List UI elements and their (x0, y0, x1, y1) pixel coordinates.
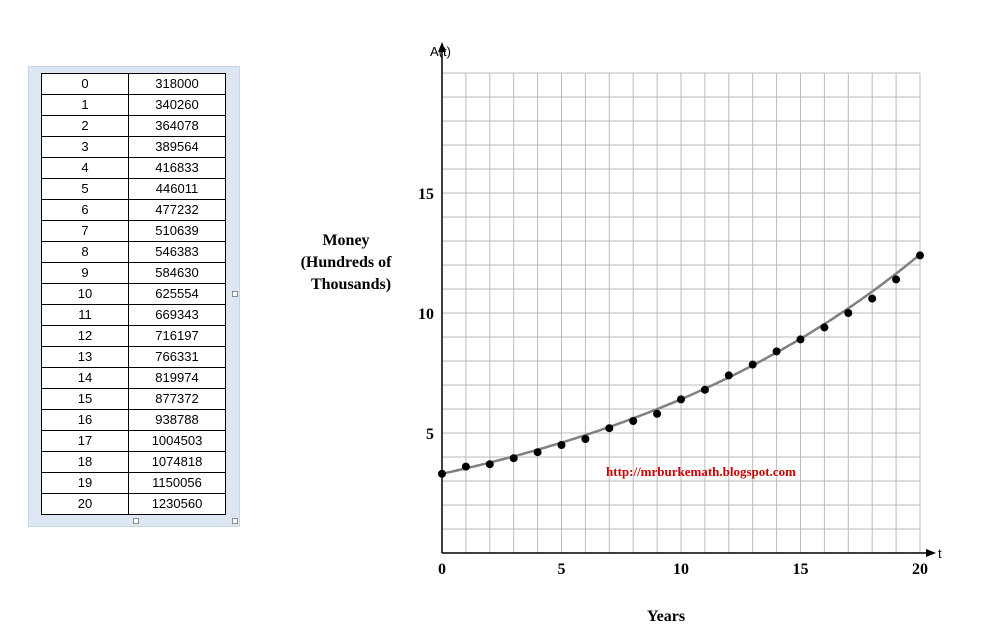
data-point (772, 347, 781, 356)
year-cell[interactable]: 18 (41, 451, 129, 473)
y-axis-label-line-1: Money (322, 232, 369, 249)
table-row: 5 446011 (41, 178, 226, 200)
data-point (892, 275, 901, 284)
data-point (724, 371, 733, 380)
data-point (533, 448, 542, 457)
x-tick-label: 20 (912, 561, 928, 578)
y-tick-label: 10 (418, 306, 434, 323)
data-point (748, 360, 757, 369)
data-points (438, 251, 924, 478)
amount-cell[interactable]: 318000 (128, 73, 226, 95)
table-row: 11 669343 (41, 304, 226, 326)
data-point (461, 462, 470, 471)
amount-cell[interactable]: 819974 (128, 367, 226, 389)
grid-lines (442, 72, 921, 553)
x-tick-label: 5 (558, 561, 566, 578)
data-point (629, 417, 638, 425)
table-row: 13 766331 (41, 346, 226, 368)
data-point (796, 335, 805, 344)
data-table: 0 318000 1 340260 2 364078 3 389564 4 416833 5 4460… (41, 73, 226, 515)
resize-handle-bottom[interactable] (133, 518, 139, 524)
data-point (916, 251, 924, 260)
amount-cell[interactable]: 510639 (128, 220, 226, 242)
table-row: 10 625554 (41, 283, 226, 305)
data-point (677, 395, 685, 404)
amount-cell[interactable]: 1074818 (128, 451, 226, 473)
x-axis-label: Years (647, 608, 685, 625)
table-row: 18 1074818 (41, 451, 226, 473)
data-point (509, 454, 518, 463)
data-point (557, 441, 566, 449)
amount-cell[interactable]: 938788 (128, 409, 226, 431)
data-point (605, 424, 614, 433)
y-axis-label-line-3: Thousands) (311, 276, 391, 293)
table-row: 2 364078 (41, 115, 226, 137)
spreadsheet-table-panel: 0 318000 1 340260 2 364078 3 389564 4 416833 5 4460… (28, 66, 240, 527)
amount-cell[interactable]: 416833 (128, 157, 226, 179)
x-tick-label: 15 (793, 561, 809, 578)
x-tick-label: 10 (673, 561, 689, 578)
table-row: 1 340260 (41, 94, 226, 116)
amount-cell[interactable]: 340260 (128, 94, 226, 116)
resize-handle-right[interactable] (232, 291, 238, 297)
amount-cell[interactable]: 716197 (128, 325, 226, 347)
table-row: 20 1230560 (41, 493, 226, 515)
data-point (653, 409, 662, 418)
resize-handle-corner[interactable] (232, 518, 238, 524)
amount-cell[interactable]: 877372 (128, 388, 226, 410)
y-tick-label: 15 (418, 186, 434, 203)
amount-cell[interactable]: 1150056 (128, 472, 226, 494)
table-row: 14 819974 (41, 367, 226, 389)
amount-cell[interactable]: 1230560 (128, 493, 226, 515)
table-row: 3 389564 (41, 136, 226, 158)
table-row: 12 716197 (41, 325, 226, 347)
data-point (438, 469, 446, 478)
data-point (485, 460, 494, 469)
y-axis-variable: A(t) (430, 44, 451, 59)
data-point (868, 294, 877, 303)
x-axis-variable: t (938, 546, 942, 561)
table-row: 19 1150056 (41, 472, 226, 494)
amount-cell[interactable]: 389564 (128, 136, 226, 158)
data-point (700, 385, 709, 394)
year-cell[interactable]: 20 (41, 493, 129, 515)
y-axis-label-line-2: (Hundreds of (301, 254, 393, 271)
x-axis-arrow (926, 549, 936, 557)
amount-cell[interactable]: 446011 (128, 178, 226, 200)
tick-labels: 0 5 10 15 20 5 10 15 (418, 186, 928, 578)
table-row: 15 877372 (41, 388, 226, 410)
x-tick-label: 0 (438, 561, 446, 578)
table-row: 4 416833 (41, 157, 226, 179)
table-row: 8 546383 (41, 241, 226, 263)
table-row: 16 938788 (41, 409, 226, 431)
data-point (581, 435, 590, 443)
amount-cell[interactable]: 766331 (128, 346, 226, 368)
data-point (844, 309, 853, 317)
data-point (820, 323, 829, 332)
table-row: 0 318000 (41, 73, 226, 95)
axes (438, 42, 936, 557)
amount-cell[interactable]: 546383 (128, 241, 226, 263)
y-tick-label: 5 (426, 426, 434, 443)
y-axis-arrow (438, 42, 446, 52)
blog-url-annotation: http://mrburkemath.blogspot.com (606, 464, 796, 479)
